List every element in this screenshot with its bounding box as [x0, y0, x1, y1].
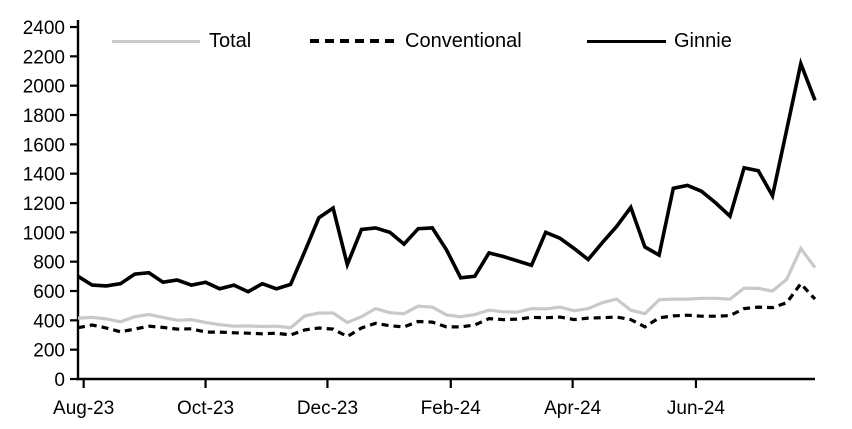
x-axis-tick-label: Jun-24: [667, 398, 726, 419]
conventional-line-sample-icon: [310, 39, 397, 43]
x-axis-tick-label: Feb-24: [421, 398, 482, 419]
y-axis-tick-label: 1200: [23, 194, 65, 215]
legend-label-total: Total: [209, 30, 252, 52]
y-axis-tick-label: 2200: [23, 47, 65, 68]
series-line-ginnie: [77, 57, 817, 294]
legend-item-ginnie: Ginnie: [587, 29, 732, 53]
legend-label-conventional: Conventional: [405, 30, 522, 52]
y-axis-tick-label: 1000: [23, 223, 65, 244]
total-line-sample-icon: [112, 39, 200, 43]
legend-item-total: Total: [112, 29, 251, 53]
ginnie-line-sample-icon: [587, 39, 666, 43]
series-line-total: [77, 245, 817, 330]
y-axis-tick-label: 800: [33, 253, 65, 274]
x-axis-tick-label: Dec-23: [297, 398, 358, 419]
x-axis-tick-label: Apr-24: [544, 398, 601, 419]
y-axis-tick-label: 400: [33, 311, 65, 332]
y-axis-tick-label: 2400: [23, 18, 65, 39]
x-axis-tick-label: Oct-23: [177, 398, 234, 419]
x-axis-tick-label: Aug-23: [53, 398, 114, 419]
series-line-conventional: [77, 281, 817, 339]
legend-item-conventional: Conventional: [310, 29, 522, 53]
y-axis-tick-label: 200: [33, 341, 65, 362]
y-axis-tick-label: 1800: [23, 106, 65, 127]
y-axis-tick-label: 1600: [23, 135, 65, 156]
legend-label-ginnie: Ginnie: [674, 30, 732, 52]
y-axis-tick-label: 0: [54, 370, 65, 391]
chart-legend: Total Conventional Ginnie: [0, 0, 852, 60]
y-axis-tick-label: 600: [33, 282, 65, 303]
y-axis-tick-label: 1400: [23, 165, 65, 186]
y-axis-tick-label: 2000: [23, 77, 65, 98]
